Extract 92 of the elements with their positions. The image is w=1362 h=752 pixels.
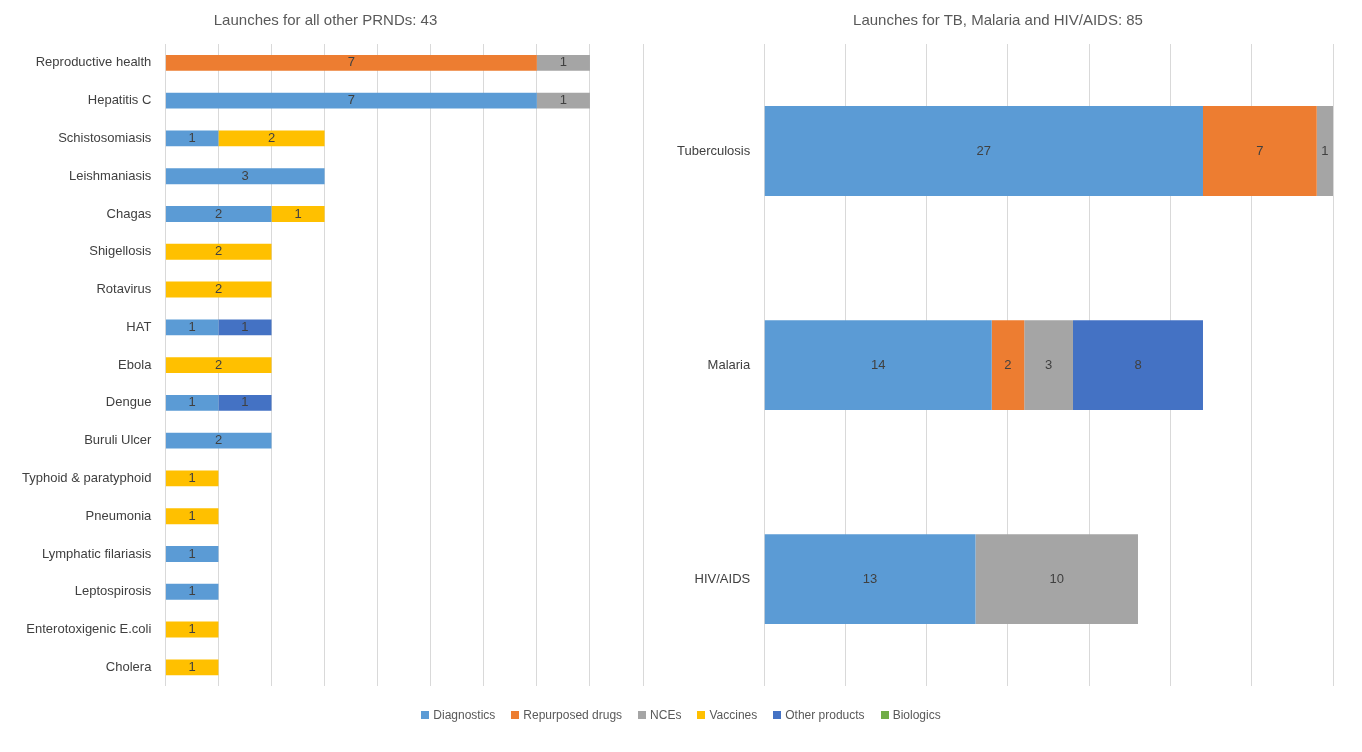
data-label: 2 [267,130,276,146]
legend-label: Repurposed drugs [523,708,623,722]
bar [1316,106,1333,196]
bar [165,508,219,525]
y-tick-label: Hepatitis C [87,92,152,108]
bar [1024,320,1073,411]
bar [165,168,325,185]
data-label: 2 [215,432,223,448]
bar [165,92,537,109]
bar [165,319,219,336]
y-tick-label: Pneumonia [85,507,153,523]
y-tick-label: Buruli Ulcer [84,432,153,448]
bar [165,583,219,600]
bar [764,320,992,411]
data-label: 1 [559,92,568,108]
bar [165,54,537,71]
y-tick-label: Rotavirus [96,281,152,297]
y-tick-label: Typhoid & paratyphoid [21,470,152,486]
bar [991,320,1025,411]
legend-label: Other products [785,708,865,722]
data-label: 1 [188,583,196,599]
bar [165,281,272,298]
data-label: 1 [188,621,196,637]
bar [1202,106,1317,196]
data-label: 1 [188,507,196,523]
bar [975,534,1138,625]
y-tick-label: Ebola [118,356,153,372]
bar [218,394,272,411]
y-tick-label: Schistosomiasis [58,130,152,146]
bar [165,130,219,147]
data-label: 1 [188,394,196,410]
data-label: 14 [870,356,886,372]
data-label: 1 [559,54,568,70]
y-tick-label: Cholera [105,658,153,674]
data-label: 1 [1321,142,1329,158]
y-tick-label: HIV/AIDS [694,570,751,586]
y-tick-label: Enterotoxigenic E.coli [26,621,152,637]
data-label: 7 [347,54,355,70]
bar [218,319,272,336]
data-label: 3 [241,167,249,183]
data-label: 2 [215,205,223,221]
data-label: 8 [1134,356,1142,372]
bar [165,621,219,638]
y-tick-label: Tuberculosis [677,142,751,158]
data-label: 1 [188,470,196,486]
y-tick-label: Chagas [106,205,152,221]
bar [165,659,219,676]
data-label: 2 [215,356,223,372]
legend-label: Diagnostics [433,708,496,722]
legend-label: Vaccines [709,708,758,722]
data-label: 1 [294,205,302,221]
bar [165,546,219,562]
data-label: 2 [215,281,223,297]
data-label: 2 [1004,356,1012,372]
bar [536,54,590,71]
bar [165,432,272,449]
data-label: 7 [347,92,355,108]
legend-label: NCEs [650,708,682,722]
data-label: 1 [188,130,196,146]
bar [218,130,325,147]
bar [1072,320,1203,411]
chart-title: Launches for all other PRNDs: 43 [213,11,438,29]
bar [764,534,976,625]
bar [165,243,272,260]
data-label: 10 [1049,570,1064,586]
data-label: 1 [188,658,196,674]
y-tick-label: Reproductive health [35,54,152,70]
data-label: 3 [1044,356,1053,372]
data-label: 1 [241,318,249,334]
y-tick-label: Dengue [105,394,152,410]
data-label: 1 [188,318,196,334]
data-label: 7 [1256,142,1264,158]
data-label: 13 [862,570,878,586]
y-tick-label: Leishmaniasis [68,167,152,183]
bar [271,206,325,222]
legend-label: Biologics [892,708,941,722]
y-tick-label: Shigellosis [89,243,152,259]
bar [165,357,272,374]
y-tick-label: HAT [126,318,152,334]
chart-title: Launches for TB, Malaria and HIV/AIDS: 85 [853,11,1143,29]
data-label: 1 [188,545,196,561]
bar [165,394,219,411]
bar [536,92,590,109]
bar [165,470,219,487]
data-label: 2 [215,243,223,259]
y-tick-label: Leptospirosis [74,583,152,599]
bar [764,106,1203,196]
y-tick-label: Malaria [707,356,751,372]
bar [165,206,272,222]
data-label: 27 [976,142,992,158]
data-label: 1 [241,394,249,410]
y-tick-label: Lymphatic filariasis [42,545,152,561]
